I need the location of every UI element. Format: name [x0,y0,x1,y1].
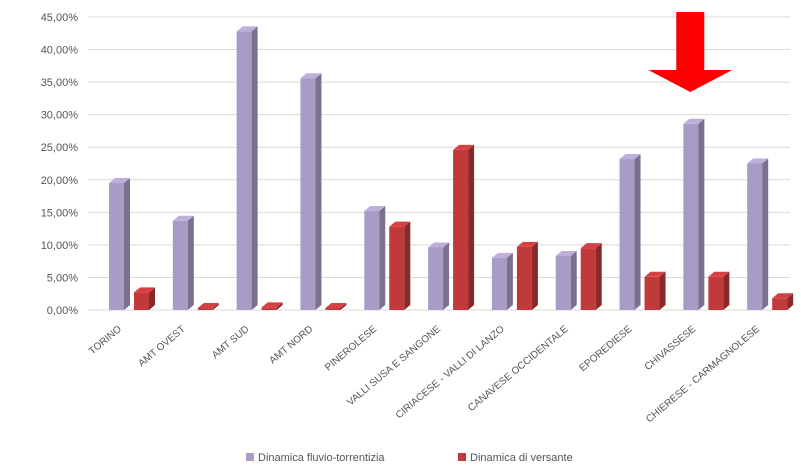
y-tick-label: 15,00% [41,207,79,219]
bar-series-2 [580,243,602,310]
legend-label: Dinamica fluvio-torrentizia [258,452,385,464]
y-tick-label: 0,00% [47,305,78,317]
x-category-label: CHIERESE - CARMAGNOLESE [644,324,762,426]
legend: Dinamica fluvio-torrentizia Dinamica di v… [246,452,573,464]
bar-series-1 [364,206,386,310]
bar-series-2 [197,303,219,310]
bar-series-1 [109,178,130,310]
bar-series-2 [325,303,347,310]
bar-series-2 [708,271,730,310]
x-category-label: TORINO [87,324,124,357]
y-tick-label: 30,00% [41,110,79,122]
legend-swatch [246,453,254,461]
x-category-label: CHIVASSESE [643,324,699,373]
bar-series-1 [683,118,705,310]
bar-series-1 [172,215,194,310]
bar-series-1 [491,252,513,310]
y-tick-label: 10,00% [41,240,79,252]
x-category-label: AMT OVEST [136,324,187,369]
bar-series-2 [261,302,283,310]
bar-series-1 [428,242,450,310]
bar-series-2 [134,287,155,310]
bar-series-1 [619,153,641,310]
x-category-label: PINEROLESE [323,324,379,374]
bar-series-1 [300,73,322,311]
red-arrow-annotation [648,12,733,92]
annotations [648,12,733,92]
y-axis-ticks: 0,00% 5,00% 10,00% 15,00% 20,00% 25,00% 30,00%… [41,12,79,317]
x-axis-labels: TORINO AMT OVEST AMT SUD AMT NORD PINEROLESE… [87,324,762,426]
x-category-label: CIRIACESE - VALLI DI LANZO [394,324,507,421]
legend-swatch [458,453,466,461]
x-category-label: AMT SUD [210,324,251,361]
bars [109,26,794,311]
grid-lines [88,16,790,311]
x-category-label: CANAVESE OCCIDENTALE [466,324,571,414]
y-tick-label: 35,00% [41,77,79,89]
bar-series-1 [747,158,769,310]
y-tick-label: 45,00% [41,12,79,24]
y-tick-label: 25,00% [41,142,79,154]
bar-series-1 [236,26,258,311]
x-category-label: AMT NORD [268,324,316,367]
bar-series-2 [644,271,666,310]
bar-series-2 [389,221,411,310]
bar-series-2 [516,241,538,310]
y-tick-label: 40,00% [41,45,79,57]
legend-label: Dinamica di versante [470,452,573,464]
y-tick-label: 5,00% [47,272,78,284]
bar-series-2 [453,144,475,310]
bar-series-1 [555,250,577,310]
y-tick-label: 20,00% [41,175,79,187]
x-category-label: EPOREDIESE [577,324,634,374]
bar-series-2 [772,293,794,310]
